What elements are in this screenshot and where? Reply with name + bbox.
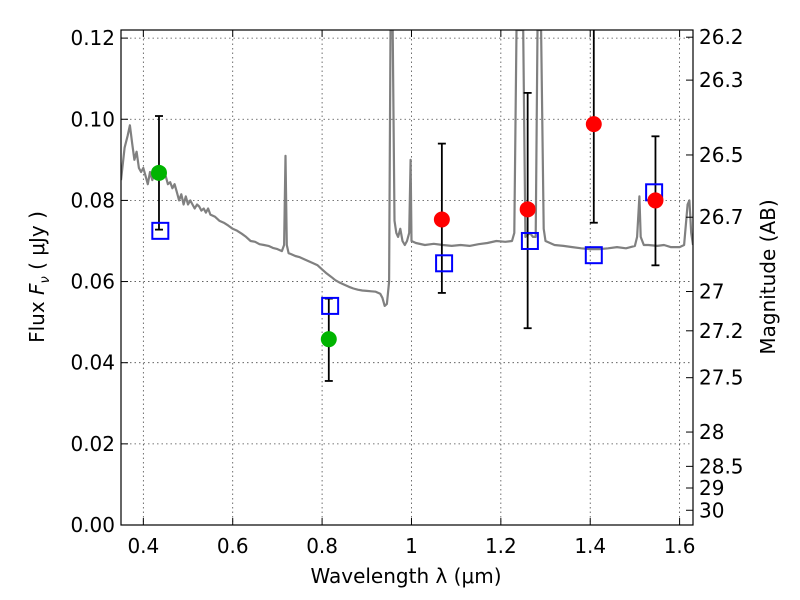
magnitude-tick-label: 27.5	[699, 366, 744, 390]
magnitude-tick-label: 28	[699, 420, 724, 444]
magnitude-tick-label: 27.2	[699, 319, 744, 343]
magnitude-tick-label: 29	[699, 476, 724, 500]
x-tick-label: 1.6	[664, 534, 696, 558]
filled-circle-point	[320, 331, 337, 348]
magnitude-tick-label: 26.3	[699, 68, 744, 92]
magnitude-tick-label: 26.2	[699, 25, 744, 49]
x-axis: 0.4 0.6 0.8 1 1.2 1.4 1.6	[127, 30, 696, 558]
y-tick-label: 0.04	[70, 351, 115, 375]
x-axis-title: Wavelength λ (μm)	[310, 564, 501, 588]
plot-frame	[120, 29, 694, 526]
magnitude-tick-label: 30	[699, 498, 724, 522]
filled-circle-point	[433, 211, 450, 228]
y-tick-label: 0.00	[70, 513, 115, 537]
x-tick-label: 0.4	[127, 534, 159, 558]
filled-circle-point	[647, 192, 664, 209]
spectrum-series	[121, 30, 693, 307]
open-square-point	[151, 221, 170, 240]
spectrum-line	[121, 30, 693, 307]
filled-circle-point	[585, 116, 602, 133]
open-square-point	[584, 246, 603, 265]
x-tick-label: 0.6	[217, 534, 249, 558]
x-tick-label: 0.8	[306, 534, 338, 558]
magnitude-tick-label: 27	[699, 280, 724, 304]
open-square-point	[520, 231, 539, 250]
y-axis: 0.00 0.02 0.04 0.06 0.08 0.10 0.12	[70, 26, 128, 537]
grid	[121, 30, 693, 526]
magnitude-tick-label: 28.5	[699, 454, 744, 478]
filled-circle-point	[519, 201, 536, 218]
y-tick-label: 0.02	[70, 432, 115, 456]
x-tick-label: 1.4	[574, 534, 606, 558]
y-tick-label: 0.06	[70, 270, 115, 294]
magnitude-tick-label: 26.5	[699, 143, 744, 167]
y-tick-label: 0.10	[70, 107, 115, 131]
filled-circle-point	[150, 164, 167, 181]
x-tick-label: 1	[405, 534, 418, 558]
y-tick-label: 0.08	[70, 188, 115, 212]
y-tick-label: 0.12	[70, 26, 115, 50]
error-bars	[154, 30, 660, 382]
y-axis-title: Flux Fν ( μJy )	[25, 211, 53, 343]
magnitude-axis-title: Magnitude (AB)	[756, 199, 780, 354]
magnitude-tick-label: 26.7	[699, 205, 744, 229]
open-square-point	[435, 254, 454, 273]
x-tick-label: 1.2	[485, 534, 517, 558]
data-markers	[150, 116, 664, 348]
open-square-point	[321, 296, 340, 315]
